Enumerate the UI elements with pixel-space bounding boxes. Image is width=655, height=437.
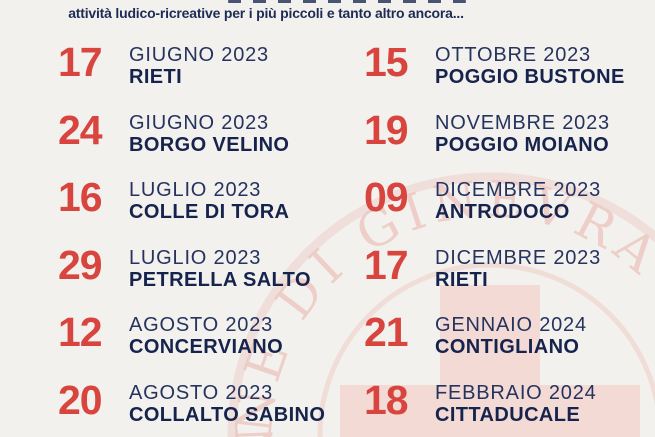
event-location: COLLE DI TORA xyxy=(129,201,290,223)
events-column-left: 17 GIUGNO 2023 RIETI 24 GIUGNO 2023 BORGO … xyxy=(58,39,326,437)
event-month-year: LUGLIO 2023 xyxy=(129,179,262,201)
event-month-year: AGOSTO 2023 xyxy=(129,314,274,336)
event-location: CITTADUCALE xyxy=(435,403,581,426)
event-item: 17 GIUGNO 2023 RIETI xyxy=(58,39,325,112)
cropped-text-fragments xyxy=(228,0,466,3)
event-day: 09 xyxy=(364,174,409,220)
event-location: POGGIO MOIANO xyxy=(435,133,610,156)
event-location: CONTIGLIANO xyxy=(435,336,580,358)
event-day: 12 xyxy=(58,309,103,355)
event-item: 24 GIUGNO 2023 BORGO VELINO xyxy=(58,106,325,180)
event-day: 18 xyxy=(364,376,409,423)
event-month-year: LUGLIO 2023 xyxy=(129,246,262,269)
event-month-year: GENNAIO 2024 xyxy=(435,314,587,336)
event-item: 09 DICEMBRE 2023 ANTRODOCO xyxy=(364,174,625,247)
event-location: POGGIO BUSTONE xyxy=(435,66,625,88)
event-item: 18 FEBBRAIO 2024 CITTADUCALE xyxy=(364,376,625,437)
event-item: 21 GENNAIO 2024 CONTIGLIANO xyxy=(364,309,625,382)
poster-subtitle: attività ludico-ricreative per i più pic… xyxy=(68,5,464,21)
event-location: PETRELLA SALTO xyxy=(129,268,311,291)
event-day: 21 xyxy=(364,309,409,355)
event-day: 15 xyxy=(364,39,409,85)
event-location: RIETI xyxy=(435,268,489,291)
event-location: COLLALTO SABINO xyxy=(129,403,326,426)
event-month-year: GIUGNO 2023 xyxy=(129,44,269,66)
events-column-right: 15 OTTOBRE 2023 POGGIO BUSTONE 19 NOVEMBR… xyxy=(364,39,625,437)
event-item: 20 AGOSTO 2023 COLLALTO SABINO xyxy=(58,376,326,437)
event-month-year: AGOSTO 2023 xyxy=(129,381,274,404)
event-month-year: NOVEMBRE 2023 xyxy=(435,111,610,134)
event-month-year: OTTOBRE 2023 xyxy=(435,44,591,66)
event-location: ANTRODOCO xyxy=(435,201,570,223)
event-location: BORGO VELINO xyxy=(129,133,290,156)
event-day: 17 xyxy=(58,39,103,85)
event-item: 16 LUGLIO 2023 COLLE DI TORA xyxy=(58,174,325,247)
event-month-year: GIUGNO 2023 xyxy=(129,111,269,134)
event-location: CONCERVIANO xyxy=(129,336,284,358)
event-item: 29 LUGLIO 2023 PETRELLA SALTO xyxy=(58,241,325,315)
event-location: RIETI xyxy=(129,66,183,88)
event-item: 17 DICEMBRE 2023 RIETI xyxy=(364,241,625,315)
event-day: 19 xyxy=(364,106,409,153)
event-item: 19 NOVEMBRE 2023 POGGIO MOIANO xyxy=(364,106,625,180)
event-day: 24 xyxy=(58,106,103,153)
event-day: 16 xyxy=(58,174,103,220)
event-day: 29 xyxy=(58,241,103,288)
event-month-year: FEBBRAIO 2024 xyxy=(435,381,597,404)
event-day: 17 xyxy=(364,241,409,288)
event-month-year: DICEMBRE 2023 xyxy=(435,246,602,269)
event-month-year: DICEMBRE 2023 xyxy=(435,179,602,201)
event-day: 20 xyxy=(58,376,103,423)
event-item: 12 AGOSTO 2023 CONCERVIANO xyxy=(58,309,325,382)
event-item: 15 OTTOBRE 2023 POGGIO BUSTONE xyxy=(364,39,625,112)
